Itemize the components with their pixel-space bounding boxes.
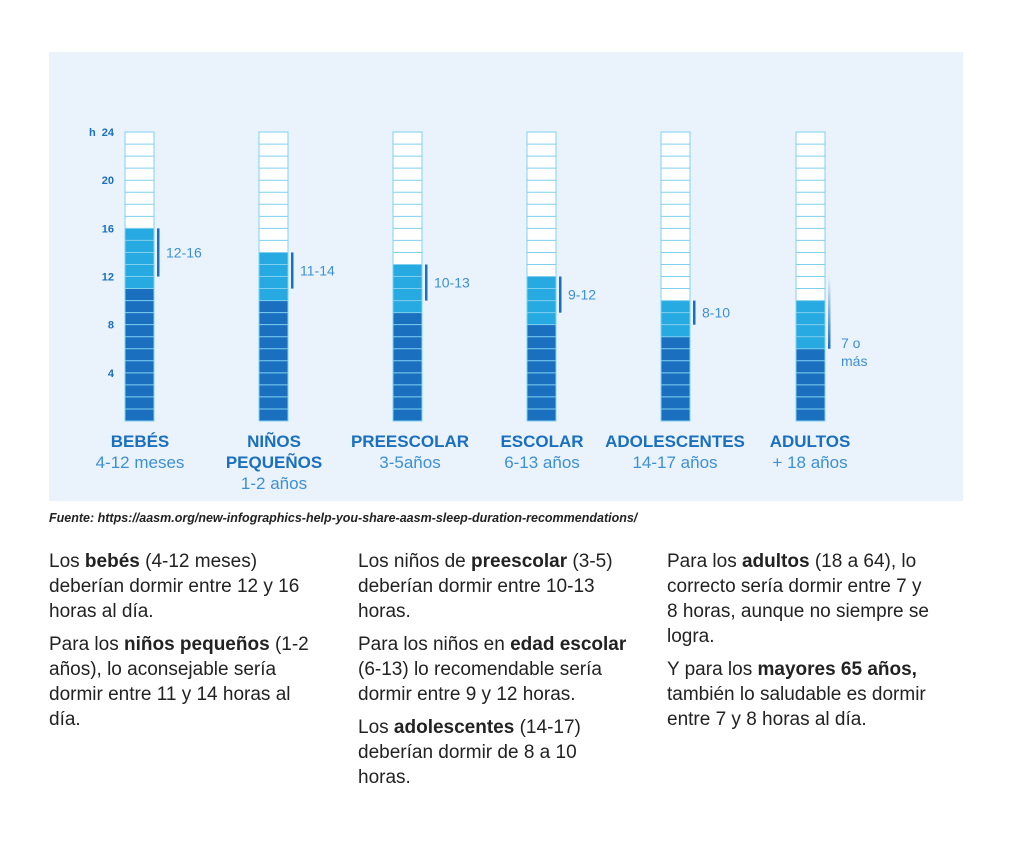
category-label: ESCOLAR 6-13 años [457,431,627,473]
paragraph: Y para los mayores 65 años, también lo s… [667,657,937,732]
chart-panel: h 4 8 12 16 20 24 12-16 11-14 10-13 9-12 8-10 7 o más [49,52,963,501]
category-label: ADOLESCENTES 14-17 años [590,431,760,473]
paragraph: Los adolescentes (14-17) deberían dormir… [358,715,628,790]
y-tick-label: 24 [102,127,115,139]
text: (14-17) deberían dormir de 8 a 10 horas. [358,717,581,788]
range-label: 8-10 [702,305,730,321]
text: Para los [49,634,124,655]
bar-min [125,288,154,421]
category-age: 6-13 años [504,453,580,472]
bar-outline [526,131,557,422]
range-label: 7 o [841,335,861,351]
text: también lo saludable es dormir entre 7 y… [667,684,926,730]
text: Los [358,717,394,738]
category-label: PREESCOLAR 3-5años [325,431,495,473]
text: (3-5) deberían dormir entre 10-13 horas. [358,551,613,622]
text: Y para los [667,659,758,680]
highlight: bebés [84,551,140,572]
y-axis-label: h [89,127,96,139]
category-name: ESCOLAR [500,432,584,451]
paragraph: Para los niños pequeños (1-2 años), lo a… [49,632,319,732]
category-age: 4-12 meses [95,453,185,472]
bar-outline [660,131,691,422]
y-tick-label: 12 [102,272,114,284]
highlight: adolescentes [393,717,515,738]
range-marker [157,228,160,277]
bar-range [125,228,154,289]
sleep-chart: h 4 8 12 16 20 24 12-16 11-14 10-13 9-12 8-10 7 o más [89,127,867,422]
category-age: + 18 años [772,453,848,472]
range-marker [425,264,428,301]
highlight: preescolar [471,551,568,572]
range-marker [828,276,831,349]
highlight: adultos [741,551,810,572]
bar-outline [795,131,826,422]
category-age: 1-2 años [240,474,308,493]
paragraph: Para los adultos (18 a 64), lo correcto … [667,549,937,649]
range-label: 9-12 [568,287,596,303]
y-tick-label: 16 [102,223,114,235]
text: (1-2 años), lo aconsejable sería dormir … [49,634,309,730]
text-column: Los niños de preescolar (3-5) deberían d… [358,549,628,798]
bar-outline [392,131,423,422]
bar-min [393,312,422,421]
category-age: 14-17 años [632,453,718,472]
text: Para los niños en [358,634,511,655]
range-label: 12-16 [166,244,202,260]
range-marker [693,300,696,325]
text-column: Los bebés (4-12 meses) deberían dormir e… [49,549,319,740]
range-marker [291,252,294,289]
text-column: Para los adultos (18 a 64), lo correcto … [667,549,937,740]
highlight: edad escolar [510,634,627,655]
source-note: Fuente: https://aasm.org/new-infographic… [49,511,638,525]
paragraph: Los niños de preescolar (3-5) deberían d… [358,549,628,624]
category-name: PREESCOLAR [350,432,470,451]
category-name: BEBÉS [110,432,170,451]
bar-range [661,300,690,337]
highlight: mayores 65 años, [757,659,917,680]
y-tick-label: 20 [102,175,114,187]
category-name: ADULTOS [769,432,851,451]
y-tick-label: 4 [108,368,115,380]
category-name: NIÑOS PEQUEÑOS [225,432,323,472]
bar-outline [124,131,155,422]
text: (4-12 meses) deberían dormir entre 12 y … [49,551,300,622]
paragraph: Los bebés (4-12 meses) deberían dormir e… [49,549,319,624]
paragraph: Para los niños en edad escolar (6-13) lo… [358,632,628,707]
category-label: ADULTOS + 18 años [725,431,895,473]
text: Para los [667,551,742,572]
range-label: 11-14 [300,263,335,279]
text: (18 a 64), lo correcto sería dormir entr… [667,551,929,647]
bar-outline [258,131,289,422]
range-label: 10-13 [434,275,470,291]
category-label: NIÑOS PEQUEÑOS 1-2 años [189,431,359,494]
bar-min [661,336,690,421]
y-tick-label: 8 [108,320,114,332]
range-label: más [841,353,867,369]
text: (6-13) lo recomendable sería dormir entr… [358,659,602,705]
text: Los [49,551,85,572]
range-marker [559,276,562,313]
highlight: niños pequeños [123,634,270,655]
category-age: 3-5años [379,453,441,472]
category-name: ADOLESCENTES [605,432,745,451]
category-label: BEBÉS 4-12 meses [55,431,225,473]
text: Los niños de [358,551,472,572]
